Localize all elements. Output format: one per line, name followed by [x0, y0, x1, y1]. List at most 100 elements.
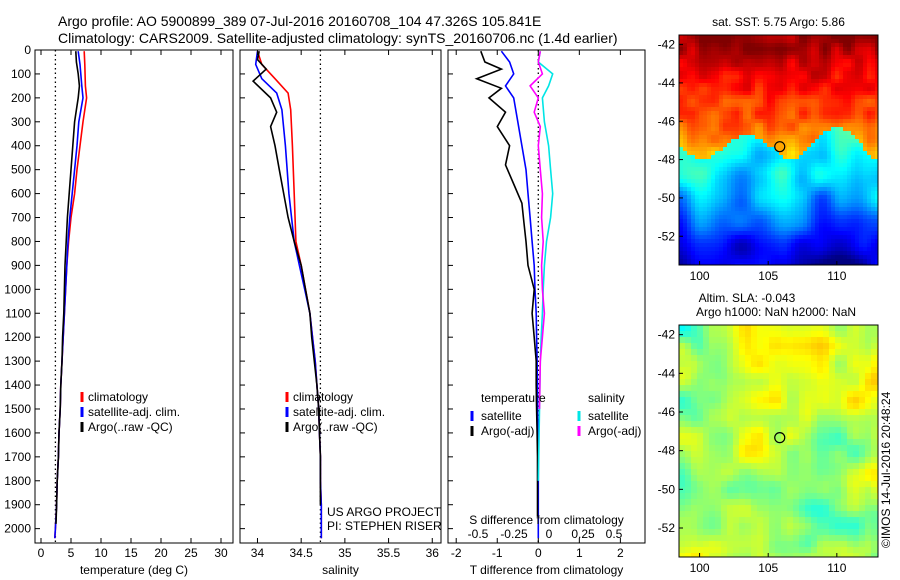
heatmap-cell — [719, 259, 724, 264]
heatmap-cell — [687, 127, 692, 132]
heatmap-cell — [847, 63, 852, 68]
heatmap-cell — [739, 187, 744, 192]
heatmap-cell — [695, 155, 700, 160]
heatmap-cell — [805, 361, 812, 368]
heatmap-cell — [747, 199, 752, 204]
heatmap-cell — [835, 349, 842, 356]
heatmap-cell — [697, 511, 704, 518]
heatmap-cell — [871, 159, 876, 164]
heatmap-cell — [769, 391, 776, 398]
heatmap-cell — [733, 547, 740, 554]
heatmap-cell — [727, 107, 732, 112]
heatmap-cell — [703, 127, 708, 132]
heatmap-cell — [715, 51, 720, 56]
heatmap-cell — [755, 159, 760, 164]
heatmap-cell — [847, 115, 852, 120]
heatmap-cell — [835, 195, 840, 200]
heatmap-cell — [835, 207, 840, 212]
heatmap-cell — [815, 143, 820, 148]
heatmap-cell — [779, 223, 784, 228]
heatmap-cell — [803, 207, 808, 212]
heatmap-cell — [743, 247, 748, 252]
series-line-climatology — [256, 50, 323, 539]
heatmap-cell — [871, 127, 876, 132]
heatmap-cell — [685, 517, 692, 524]
heatmap-cell — [859, 115, 864, 120]
heatmap-cell — [847, 409, 854, 416]
heatmap-cell — [751, 421, 758, 428]
heatmap-cell — [755, 107, 760, 112]
heatmap-cell — [841, 535, 848, 542]
heatmap-cell — [727, 499, 734, 506]
heatmap-cell — [721, 349, 728, 356]
heatmap-cell — [775, 505, 782, 512]
heatmap-cell — [853, 463, 860, 470]
heatmap-cell — [755, 111, 760, 116]
heatmap-cell — [751, 91, 756, 96]
heatmap-cell — [823, 349, 830, 356]
heatmap-cell — [683, 71, 688, 76]
heatmap-cell — [843, 123, 848, 128]
heatmap-cell — [751, 493, 758, 500]
heatmap-cell — [851, 207, 856, 212]
heatmap-cell — [799, 147, 804, 152]
heatmap-cell — [859, 43, 864, 48]
heatmap-cell — [791, 239, 796, 244]
heatmap-cell — [783, 167, 788, 172]
heatmap-cell — [703, 247, 708, 252]
heatmap-cell — [839, 155, 844, 160]
heatmap-cell — [733, 541, 740, 548]
heatmap-cell — [751, 163, 756, 168]
heatmap-cell — [739, 343, 746, 350]
heatmap-cell — [695, 191, 700, 196]
heatmap-cell — [763, 175, 768, 180]
heatmap-cell — [783, 123, 788, 128]
heatmap-cell — [697, 331, 704, 338]
heatmap-cell — [759, 243, 764, 248]
heatmap-cell — [819, 139, 824, 144]
heatmap-cell — [803, 123, 808, 128]
heatmap-cell — [711, 55, 716, 60]
heatmap-cell — [723, 107, 728, 112]
heatmap-cell — [727, 179, 732, 184]
heatmap-cell — [851, 131, 856, 136]
heatmap-cell — [703, 523, 710, 530]
heatmap-cell — [685, 391, 692, 398]
heatmap-cell — [715, 553, 722, 560]
heatmap-cell — [851, 199, 856, 204]
heatmap-cell — [771, 207, 776, 212]
heatmap-cell — [703, 511, 710, 518]
heatmap-cell — [727, 379, 734, 386]
heatmap-cell — [827, 71, 832, 76]
heatmap-cell — [859, 235, 864, 240]
heatmap-cell — [805, 409, 812, 416]
heatmap-cell — [711, 191, 716, 196]
legend-heading: temperature — [481, 391, 546, 405]
heatmap-cell — [839, 235, 844, 240]
heatmap-cell — [699, 147, 704, 152]
heatmap-cell — [787, 499, 794, 506]
heatmap-cell — [709, 349, 716, 356]
heatmap-cell — [679, 247, 684, 252]
y-tick-label: 800 — [11, 234, 31, 248]
heatmap-cell — [691, 223, 696, 228]
heatmap-cell — [771, 179, 776, 184]
heatmap-cell — [743, 99, 748, 104]
heatmap-cell — [799, 255, 804, 260]
heatmap-cell — [683, 155, 688, 160]
heatmap-cell — [815, 139, 820, 144]
heatmap-cell — [823, 433, 830, 440]
heatmap-cell — [683, 231, 688, 236]
heatmap-cell — [679, 445, 686, 452]
heatmap-cell — [811, 151, 816, 156]
heatmap-cell — [847, 87, 852, 92]
heatmap-cell — [679, 111, 684, 116]
heatmap-cell — [831, 167, 836, 172]
heatmap-cell — [699, 223, 704, 228]
heatmap-cell — [711, 239, 716, 244]
heatmap-cell — [867, 159, 872, 164]
heatmap-cell — [811, 35, 816, 40]
heatmap-cell — [835, 367, 842, 374]
heatmap-cell — [695, 91, 700, 96]
heatmap-cell — [715, 223, 720, 228]
